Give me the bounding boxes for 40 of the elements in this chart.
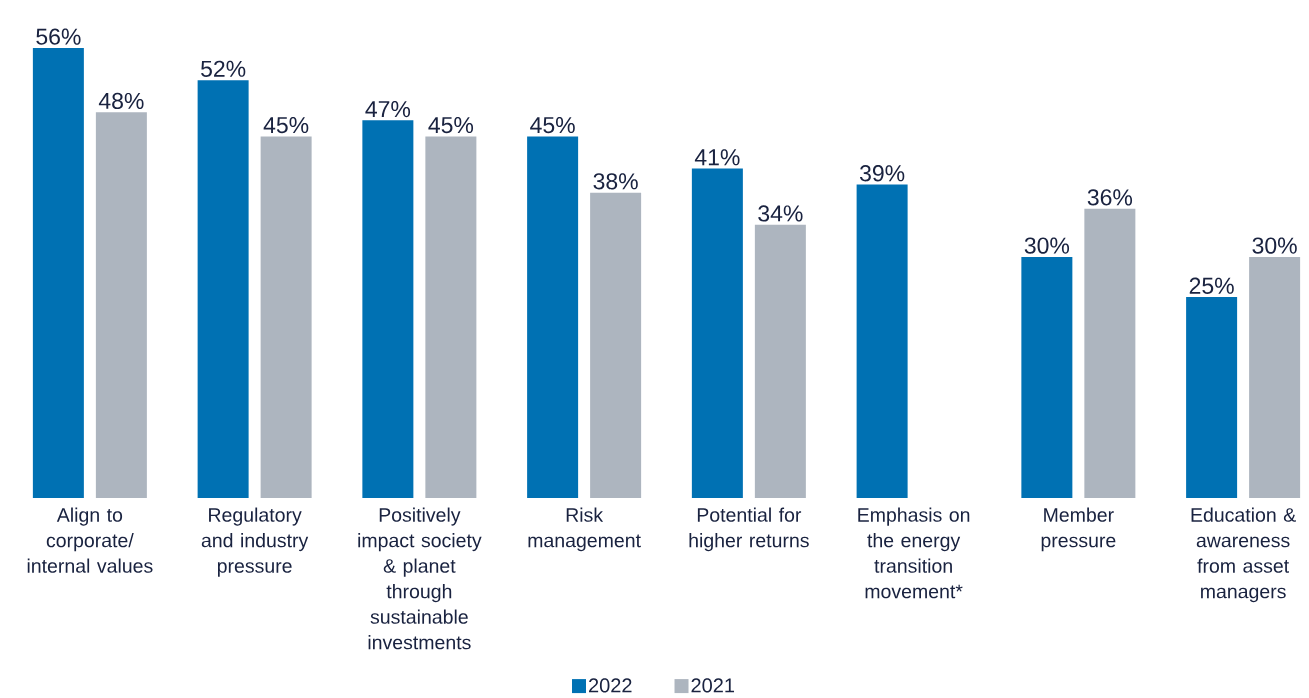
data-label: 41%	[694, 149, 740, 166]
legend-label: 2021	[691, 678, 735, 693]
x-tick-label: Align to corporate/ internal values	[27, 507, 153, 573]
bar	[1249, 256, 1301, 498]
data-label: 39%	[859, 165, 905, 182]
bar	[260, 136, 312, 498]
bar	[197, 80, 249, 498]
bar	[362, 120, 414, 498]
legend-label: 2022	[589, 678, 632, 693]
x-tick-label: Risk management	[528, 507, 641, 552]
bar	[590, 192, 642, 498]
data-label: 52%	[201, 60, 246, 77]
data-label: 36%	[1087, 189, 1133, 206]
data-label: 48%	[98, 92, 144, 110]
x-tick-label: Emphasis on the energy transition movement*	[858, 507, 970, 599]
x-tick-label: Positively impact society & planet through sustainable investments	[358, 507, 482, 650]
data-label: 45%	[428, 117, 474, 134]
data-label: 34%	[758, 205, 803, 222]
bar	[527, 136, 579, 498]
data-label: 47%	[365, 101, 411, 118]
bar	[32, 48, 84, 498]
bar	[856, 184, 908, 498]
bar	[1186, 297, 1238, 498]
data-label: 30%	[1024, 237, 1070, 254]
bar	[1021, 256, 1073, 498]
data-label: 45%	[530, 117, 575, 134]
data-label: 56%	[36, 28, 81, 45]
x-tick-label: Education & awareness from asset managers	[1191, 507, 1296, 603]
data-label: 25%	[1189, 277, 1234, 294]
x-tick-label: Potential for higher returns	[689, 507, 809, 552]
x-tick-label: Member pressure	[1041, 507, 1116, 552]
data-label: 45%	[263, 117, 309, 134]
bar	[691, 168, 743, 498]
bar	[1084, 208, 1136, 498]
data-label: 38%	[593, 173, 638, 190]
x-tick-label: Regulatory and industry pressure	[201, 507, 309, 577]
bar	[95, 112, 147, 498]
bar	[754, 224, 806, 498]
data-label: 30%	[1252, 237, 1297, 254]
bar	[425, 136, 477, 498]
